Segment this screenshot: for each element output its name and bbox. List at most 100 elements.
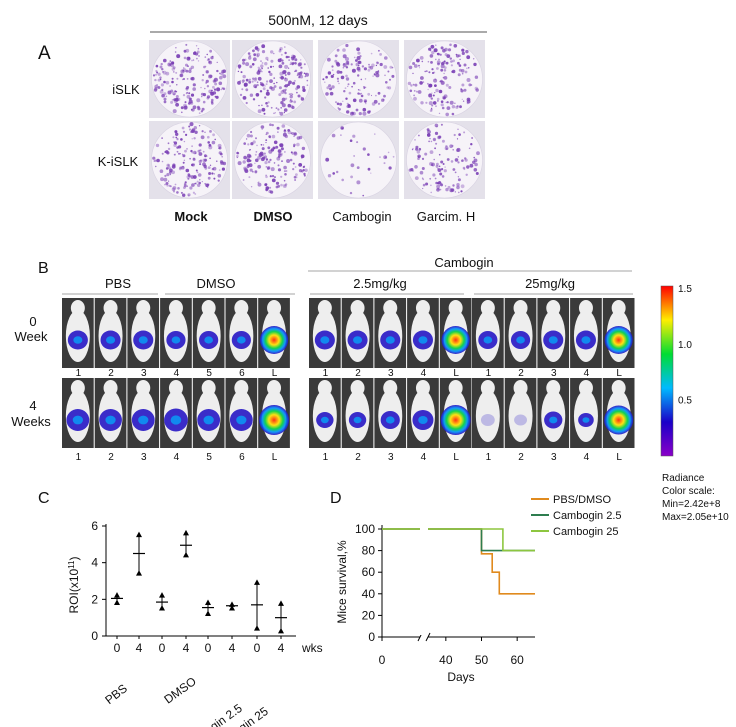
c-week-tick-label: 0 bbox=[205, 641, 212, 655]
mouse-head bbox=[611, 300, 626, 316]
mouse-head bbox=[350, 300, 365, 316]
colony-dots bbox=[152, 122, 227, 197]
panel-b: B Cambogin PBS DMSO 2.5mg/kg 25mg/kg 0 W… bbox=[11, 255, 729, 523]
luminescence-signal bbox=[259, 405, 290, 435]
column-label-garcim-h: Garcim. H bbox=[417, 209, 476, 224]
luminescence-signal bbox=[480, 414, 495, 426]
mouse-head bbox=[234, 300, 249, 316]
colorbar-caption-min: Min=2.42e+8 bbox=[662, 499, 721, 510]
mouse-id-label: 4 bbox=[584, 452, 590, 463]
luminescence-core bbox=[171, 336, 181, 344]
mouse-head bbox=[234, 380, 249, 396]
luminescence-signal bbox=[259, 326, 289, 354]
mouse-id-label: 1 bbox=[323, 368, 329, 379]
mouse-id-label: 3 bbox=[388, 452, 394, 463]
luminescence-core bbox=[581, 336, 591, 344]
culture-dish bbox=[234, 121, 311, 199]
mouse-id-label: 1 bbox=[486, 452, 492, 463]
c-week-tick-label: 0 bbox=[159, 641, 166, 655]
c-data-point bbox=[183, 551, 189, 558]
luminescence-core bbox=[73, 336, 83, 344]
culture-dish bbox=[151, 121, 228, 199]
c-data-point bbox=[254, 625, 260, 631]
mouse-head bbox=[448, 300, 463, 316]
mouse-head bbox=[350, 380, 365, 396]
mouse-head bbox=[317, 300, 332, 316]
c-data-point bbox=[159, 592, 165, 598]
luminescence-core bbox=[236, 415, 247, 425]
c-week-tick-label: 4 bbox=[136, 641, 143, 655]
c-group-label: PBS bbox=[102, 681, 130, 707]
mouse-head bbox=[513, 300, 528, 316]
mouse-head bbox=[448, 380, 463, 396]
d-legend-label: Cambogin 25 bbox=[553, 526, 618, 538]
colorbar-caption-max: Max=2.05e+10 bbox=[662, 512, 729, 523]
c-data-point bbox=[278, 600, 284, 606]
row-label-islk: iSLK bbox=[112, 82, 140, 97]
mouse-head bbox=[513, 380, 528, 396]
row-label-k-islk: K-iSLK bbox=[98, 154, 139, 169]
d-y-tick-label: 40 bbox=[362, 587, 376, 601]
d-x-tick-label: 0 bbox=[379, 653, 386, 667]
colorbar-tick-label: 0.5 bbox=[678, 396, 692, 407]
mouse-id-label: L bbox=[616, 452, 622, 463]
c-y-tick-label: 2 bbox=[91, 592, 98, 606]
group-header-pbs: PBS bbox=[105, 276, 131, 291]
mouse-id-label: 6 bbox=[239, 368, 245, 379]
mouse-id-label: 2 bbox=[108, 368, 114, 379]
mouse-head bbox=[136, 380, 151, 396]
mouse-id-label: 2 bbox=[108, 452, 114, 463]
mouse-id-label: 3 bbox=[141, 368, 147, 379]
mouse-body bbox=[475, 390, 500, 442]
panel-c: C ROI(x1011) 0 2 4 6 0 4 0 4 0 4 0 4 PBS DMSOCambogin… bbox=[38, 490, 323, 727]
panel-a-header: 500nM, 12 days bbox=[268, 12, 368, 28]
culture-dish bbox=[320, 40, 397, 118]
mouse-head bbox=[480, 380, 495, 396]
panel-d-survival-curves bbox=[382, 523, 535, 635]
group-header-2-5mg: 2.5mg/kg bbox=[353, 276, 406, 291]
luminescence-core bbox=[203, 415, 214, 425]
d-axis-break bbox=[425, 632, 431, 642]
mouse-id-label: 2 bbox=[518, 452, 524, 463]
luminescence-core bbox=[353, 336, 363, 344]
d-survival-line bbox=[382, 528, 535, 552]
c-week-tick-label: 4 bbox=[183, 641, 190, 655]
colony-dots bbox=[325, 126, 395, 197]
mouse-id-label: 4 bbox=[584, 368, 590, 379]
d-legend-label: Cambogin 2.5 bbox=[553, 510, 622, 522]
mouse-head bbox=[611, 380, 626, 396]
luminescence-core bbox=[204, 336, 213, 344]
c-data-point bbox=[205, 610, 211, 616]
mouse-head bbox=[267, 300, 282, 316]
mouse-id-label: 2 bbox=[518, 368, 524, 379]
mouse-head bbox=[70, 300, 85, 316]
d-y-tick-label: 80 bbox=[362, 544, 376, 558]
luminescence-core bbox=[237, 336, 246, 344]
panel-c-label: C bbox=[38, 490, 50, 507]
row-label-4-unit: Weeks bbox=[11, 414, 51, 429]
mouse-id-label: 2 bbox=[355, 452, 361, 463]
mouse-head bbox=[168, 300, 183, 316]
colorbar-caption-scale: Color scale: bbox=[662, 486, 715, 497]
mouse-id-label: 6 bbox=[239, 452, 245, 463]
mouse-id-label: 1 bbox=[76, 452, 82, 463]
mouse-head bbox=[168, 380, 183, 396]
c-y-tick-label: 0 bbox=[91, 629, 98, 643]
mouse-head bbox=[383, 300, 398, 316]
luminescence-signal bbox=[604, 405, 634, 435]
culture-dish bbox=[406, 121, 483, 199]
luminescence-core bbox=[516, 336, 525, 344]
c-data-point bbox=[278, 627, 284, 634]
mouse-body bbox=[508, 390, 533, 442]
colony-dots bbox=[408, 123, 480, 194]
group-header-dmso: DMSO bbox=[197, 276, 236, 291]
mouse-id-label: 4 bbox=[174, 452, 180, 463]
mouse-id-label: 1 bbox=[323, 452, 329, 463]
d-plot-break-gap bbox=[420, 523, 428, 635]
d-y-tick-label: 20 bbox=[362, 608, 376, 622]
c-group-label: DMSO bbox=[161, 674, 198, 706]
luminescence-signal bbox=[441, 326, 470, 354]
d-survival-line bbox=[382, 528, 535, 595]
luminescence-core bbox=[548, 336, 558, 344]
